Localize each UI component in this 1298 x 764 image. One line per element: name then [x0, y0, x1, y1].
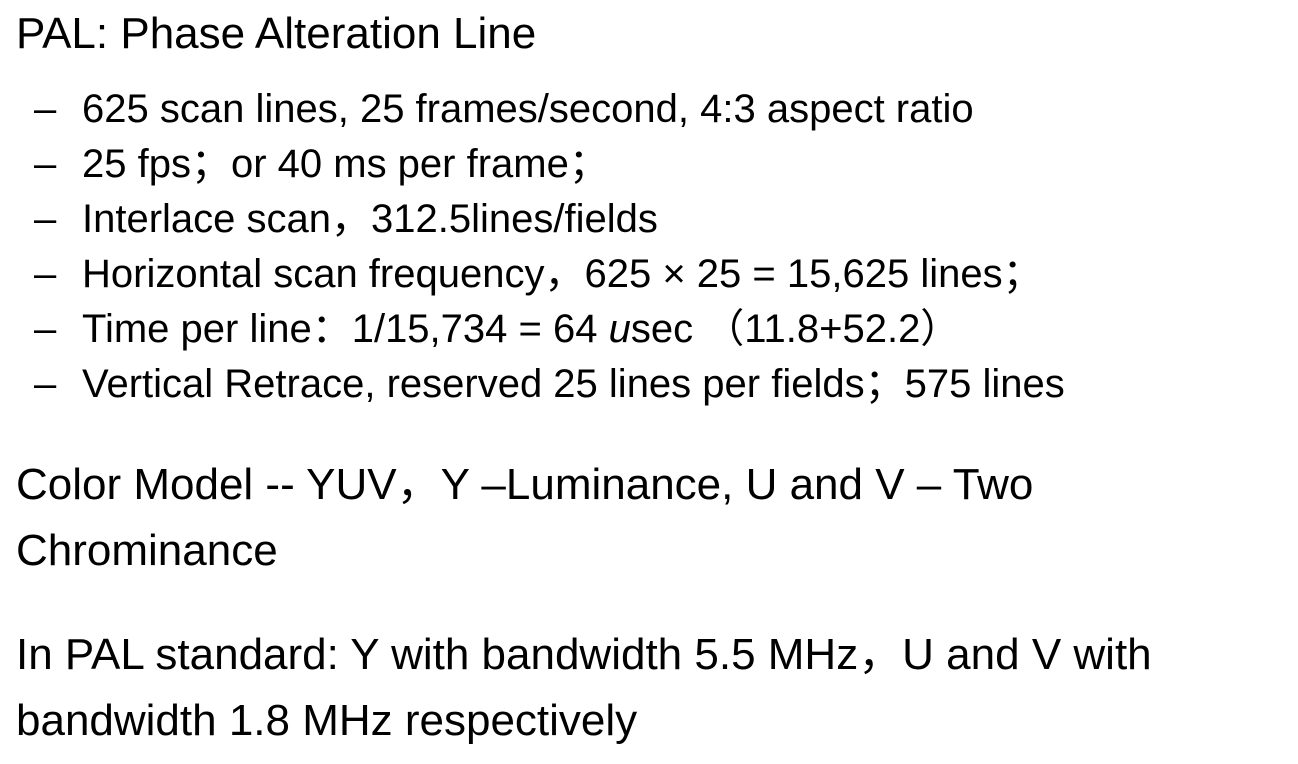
bullet-dash: – — [34, 307, 57, 351]
bullet-dash: – — [34, 197, 57, 241]
slide-title: PAL: Phase Alteration Line — [16, 9, 537, 58]
time-per-line-pre: Time per line：1/15,734 = 64 — [82, 307, 609, 351]
time-per-line-unit-prefix: u — [608, 307, 631, 351]
bullet-dash: – — [34, 142, 57, 186]
color-model-paragraph: Color Model -- YUV，Y –Luminance, U and V… — [16, 460, 1034, 575]
bullet-text-time-per-line: Time per line：1/15,734 = 64 usec （11.8+5… — [82, 302, 960, 357]
bullet-text-fps: 25 fps；or 40 ms per frame； — [82, 142, 609, 186]
pal-standard-paragraph: In PAL standard: Y with bandwidth 5.5 MH… — [16, 630, 1152, 745]
bullet-dash: – — [34, 252, 57, 296]
bullet-text-scan-lines: 625 scan lines, 25 frames/second, 4:3 as… — [82, 87, 974, 131]
bullet-text-horizontal-frequency: Horizontal scan frequency，625 × 25 = 15,… — [82, 252, 1043, 296]
bullet-dash: – — [34, 87, 57, 131]
bullet-dash: – — [34, 362, 57, 406]
time-per-line-post: sec （11.8+52.2） — [630, 307, 961, 351]
bullet-text-vertical-retrace: Vertical Retrace, reserved 25 lines per … — [82, 362, 1065, 406]
bullet-text-interlace: Interlace scan，312.5lines/fields — [82, 197, 658, 241]
